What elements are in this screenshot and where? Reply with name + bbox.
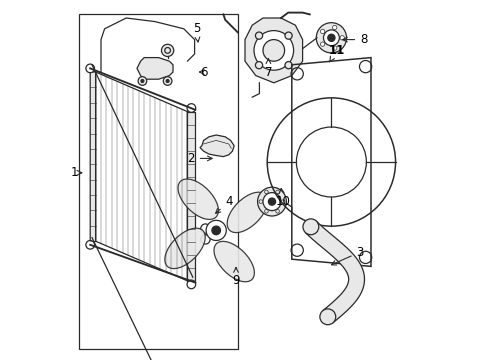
Circle shape xyxy=(254,31,294,70)
Circle shape xyxy=(259,200,263,203)
Circle shape xyxy=(201,224,210,233)
Text: 8: 8 xyxy=(343,33,368,46)
Polygon shape xyxy=(137,58,173,79)
Circle shape xyxy=(316,23,346,53)
Ellipse shape xyxy=(165,228,205,269)
Circle shape xyxy=(206,220,226,240)
Circle shape xyxy=(162,44,174,57)
Circle shape xyxy=(281,200,285,203)
Bar xyxy=(79,14,238,349)
Circle shape xyxy=(333,46,337,50)
Text: 11: 11 xyxy=(329,44,345,62)
Circle shape xyxy=(323,30,339,46)
Circle shape xyxy=(212,226,220,235)
Circle shape xyxy=(141,80,144,82)
Circle shape xyxy=(328,34,335,41)
Circle shape xyxy=(258,187,286,216)
Circle shape xyxy=(333,25,337,30)
Circle shape xyxy=(276,210,279,213)
Ellipse shape xyxy=(227,192,268,233)
Circle shape xyxy=(320,309,336,325)
Text: 1: 1 xyxy=(70,166,82,179)
Text: 4: 4 xyxy=(216,195,233,213)
Circle shape xyxy=(269,198,275,205)
Circle shape xyxy=(165,48,171,53)
Text: 10: 10 xyxy=(275,188,290,208)
Circle shape xyxy=(320,42,325,46)
Circle shape xyxy=(265,210,268,213)
Circle shape xyxy=(255,32,263,39)
Circle shape xyxy=(201,235,210,244)
Circle shape xyxy=(187,280,196,289)
Circle shape xyxy=(263,40,285,61)
Circle shape xyxy=(303,219,319,235)
Circle shape xyxy=(86,240,95,249)
Circle shape xyxy=(285,62,292,69)
Circle shape xyxy=(320,29,325,33)
Ellipse shape xyxy=(214,241,254,282)
Polygon shape xyxy=(245,18,303,83)
Circle shape xyxy=(263,193,281,211)
Polygon shape xyxy=(200,135,234,157)
Circle shape xyxy=(265,190,268,194)
Circle shape xyxy=(187,104,196,112)
Text: 3: 3 xyxy=(331,246,364,265)
Circle shape xyxy=(255,62,263,69)
Circle shape xyxy=(285,32,292,39)
Circle shape xyxy=(340,36,344,40)
Circle shape xyxy=(86,64,95,73)
Text: 7: 7 xyxy=(265,59,272,78)
Polygon shape xyxy=(305,221,365,323)
Ellipse shape xyxy=(178,179,219,220)
Polygon shape xyxy=(187,112,196,281)
Circle shape xyxy=(166,80,169,82)
Text: 2: 2 xyxy=(187,152,212,165)
Circle shape xyxy=(163,77,172,85)
Text: 5: 5 xyxy=(193,22,200,42)
Circle shape xyxy=(138,77,147,85)
Text: 6: 6 xyxy=(199,66,207,78)
Text: 9: 9 xyxy=(232,267,240,287)
Circle shape xyxy=(276,190,279,194)
Polygon shape xyxy=(90,68,96,245)
